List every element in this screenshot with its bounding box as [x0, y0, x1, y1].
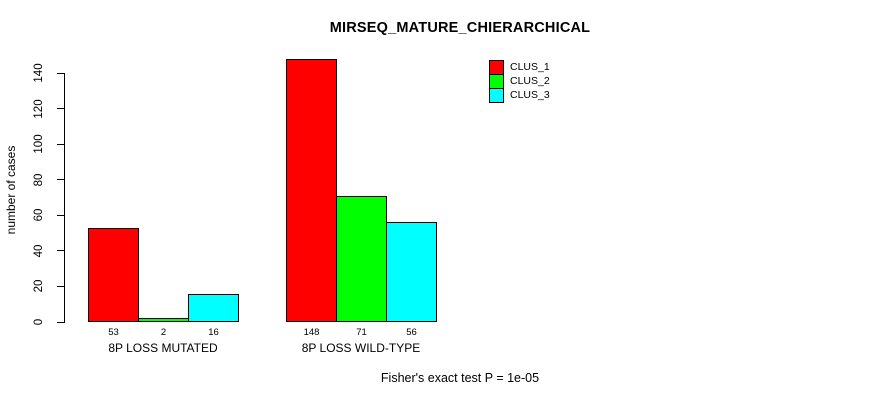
bar-value-label: 56	[406, 327, 417, 338]
bar-value-label: 16	[208, 327, 219, 338]
bar-clus_3-1	[188, 293, 239, 322]
bar-clus_3-2	[386, 222, 437, 322]
y-axis-tick-label: 80	[33, 173, 45, 187]
bar-clus_2-1	[138, 318, 189, 322]
y-axis-tick-label: 60	[33, 208, 45, 222]
bar-clus_1-2	[286, 58, 337, 322]
y-axis-tick	[57, 214, 64, 216]
bar-clus_2-2	[336, 195, 387, 322]
y-axis-tick	[57, 285, 64, 287]
y-axis-tick-label: 0	[33, 318, 45, 326]
legend-label: CLUS_1	[510, 60, 550, 73]
annotation-text: Fisher's exact test P = 1e-05	[380, 371, 540, 385]
y-axis-tick	[57, 321, 64, 323]
y-axis-tick-label: 120	[33, 98, 45, 119]
legend-label: CLUS_3	[510, 89, 550, 102]
y-axis-tick	[57, 143, 64, 145]
legend-item: CLUS_2	[489, 74, 550, 90]
y-axis-label: number of cases	[4, 145, 18, 235]
y-axis-tick-label: 140	[33, 63, 45, 83]
legend-swatch-clus_2	[489, 74, 504, 90]
bar-value-label: 2	[160, 327, 167, 338]
legend-label: CLUS_2	[510, 75, 550, 88]
legend: CLUS_1 CLUS_2 CLUS_3	[489, 59, 550, 104]
legend-item: CLUS_3	[489, 88, 550, 104]
bar-value-label: 53	[108, 327, 119, 338]
bar-value-label: 148	[303, 327, 320, 338]
legend-swatch-clus_3	[489, 88, 504, 104]
y-axis-tick	[57, 179, 64, 181]
y-axis-tick-label: 100	[33, 134, 45, 154]
legend-swatch-clus_1	[489, 59, 504, 75]
y-axis-tick	[57, 108, 64, 110]
bar-value-label: 71	[356, 327, 367, 338]
chart-title: MIRSEQ_MATURE_CHIERARCHICAL	[329, 20, 591, 36]
bar-clus_1-1	[88, 227, 139, 322]
y-axis-tick	[57, 250, 64, 252]
legend-item: CLUS_1	[489, 59, 550, 75]
x-axis-category-label: 8P LOSS WILD-TYPE	[301, 341, 421, 355]
y-axis-tick-label: 40	[33, 244, 45, 258]
y-axis-line	[64, 73, 65, 323]
x-axis-category-label: 8P LOSS MUTATED	[108, 341, 218, 355]
y-axis-tick	[57, 72, 64, 74]
y-axis-tick-label: 20	[33, 280, 45, 293]
